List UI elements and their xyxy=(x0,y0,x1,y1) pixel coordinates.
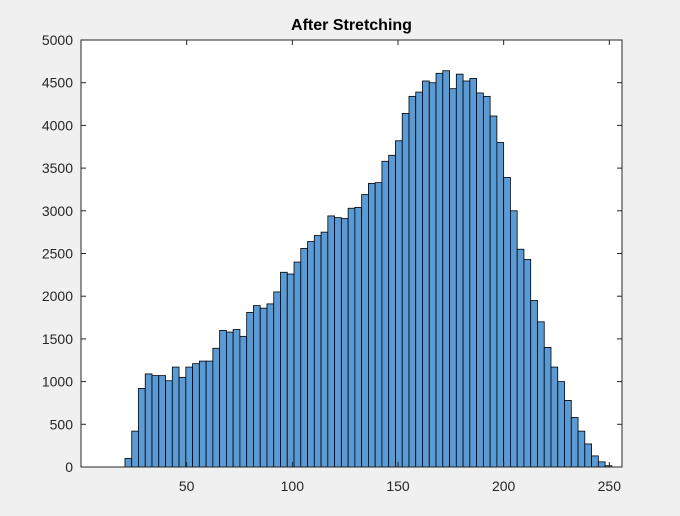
y-tick-label: 4000 xyxy=(42,117,73,133)
histogram-bar xyxy=(530,300,538,468)
histogram-bar xyxy=(462,80,471,468)
y-tick-label: 1500 xyxy=(42,331,73,347)
x-tick-label: 100 xyxy=(281,478,305,494)
histogram-bar xyxy=(361,194,369,468)
histogram-bar xyxy=(543,347,552,468)
histogram-bar xyxy=(489,115,498,468)
histogram-bar xyxy=(144,373,153,468)
chart-title: After Stretching xyxy=(291,17,412,34)
histogram-bar xyxy=(435,72,444,468)
histogram-bar xyxy=(374,182,383,468)
histogram-bar xyxy=(192,363,200,468)
histogram-bar xyxy=(320,231,329,468)
histogram-bar xyxy=(510,210,518,468)
histogram-bar xyxy=(300,247,308,468)
histogram-bar xyxy=(476,92,484,468)
histogram-bar xyxy=(591,455,599,468)
histogram-bar xyxy=(151,375,160,468)
histogram-bar xyxy=(482,95,491,468)
histogram-bar xyxy=(171,366,180,468)
histogram-bar xyxy=(307,241,315,468)
x-tick-label: 250 xyxy=(598,478,622,494)
histogram-bar xyxy=(334,217,342,468)
histogram-bar xyxy=(178,376,187,468)
histogram-bar xyxy=(564,399,572,468)
histogram-bar xyxy=(368,183,376,468)
y-tick-label: 2000 xyxy=(42,288,73,304)
histogram-bar xyxy=(138,388,146,468)
histogram-bar xyxy=(158,375,166,468)
histogram-bar xyxy=(313,235,322,468)
histogram-bar xyxy=(516,248,525,468)
y-tick-label: 1000 xyxy=(42,374,73,390)
histogram-bar xyxy=(259,307,268,468)
histogram-bar xyxy=(219,329,227,468)
y-tick-label: 500 xyxy=(50,416,74,432)
histogram-bar xyxy=(131,430,139,468)
histogram-bar xyxy=(340,218,349,468)
histogram-bar xyxy=(205,360,214,468)
histogram-bar xyxy=(273,291,281,468)
histogram-bar xyxy=(225,331,234,468)
histogram-bar xyxy=(347,207,356,468)
histogram-bar xyxy=(395,140,403,468)
histogram-bar xyxy=(232,329,241,468)
histogram-bar xyxy=(570,417,579,468)
histogram-bar xyxy=(422,80,430,468)
histogram-bar xyxy=(124,458,133,468)
histogram-bar xyxy=(401,113,410,468)
histogram-bar xyxy=(550,366,559,468)
y-tick-label: 2500 xyxy=(42,246,73,262)
y-tick-label: 5000 xyxy=(42,32,73,48)
histogram-bar xyxy=(327,215,335,468)
histogram-bar xyxy=(253,305,261,468)
y-tick-label: 0 xyxy=(65,459,73,475)
histogram-bar xyxy=(212,347,221,468)
x-tick-label: 200 xyxy=(492,478,516,494)
histogram-bar xyxy=(455,73,464,468)
histogram-bar xyxy=(415,91,423,468)
histogram-bar xyxy=(185,366,193,468)
histogram-bar xyxy=(584,443,592,468)
histogram-bar xyxy=(557,381,565,468)
histogram-bar xyxy=(577,430,586,468)
histogram-bar xyxy=(266,303,275,468)
histogram-bar xyxy=(388,154,396,468)
y-tick-label: 3000 xyxy=(42,203,73,219)
histogram-bar xyxy=(246,312,254,468)
histogram-bar xyxy=(165,380,173,468)
x-tick-label: 50 xyxy=(179,478,195,494)
histogram-bar xyxy=(428,82,437,468)
histogram-bar xyxy=(280,271,288,468)
histogram-bar xyxy=(354,206,363,468)
histogram-bar xyxy=(469,78,477,468)
x-tick-label: 150 xyxy=(386,478,410,494)
y-tick-label: 3500 xyxy=(42,160,73,176)
histogram-bar xyxy=(408,95,417,468)
histogram-bar xyxy=(293,261,302,468)
histogram-bar xyxy=(286,273,295,468)
histogram-bar xyxy=(239,335,248,468)
histogram-bar xyxy=(503,177,511,468)
histogram-bar xyxy=(442,70,450,468)
histogram-bar xyxy=(198,360,207,468)
histogram-bar xyxy=(381,160,390,468)
histogram-bar xyxy=(523,259,532,468)
histogram-bar xyxy=(537,321,545,468)
y-tick-label: 4500 xyxy=(42,75,73,91)
histogram-bar xyxy=(496,142,505,468)
histogram-bar xyxy=(597,461,606,468)
axes: 50 100 150 200 25005001000150020002500300035… xyxy=(42,32,623,494)
histogram-bar xyxy=(449,88,457,468)
